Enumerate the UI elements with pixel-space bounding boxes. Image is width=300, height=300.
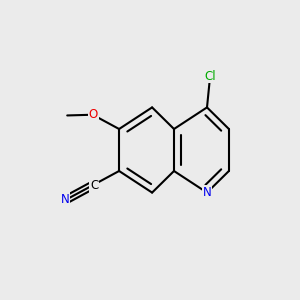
Text: C: C: [90, 179, 98, 192]
Text: N: N: [202, 186, 211, 199]
Text: N: N: [60, 193, 69, 206]
Text: O: O: [89, 108, 98, 121]
Text: Cl: Cl: [204, 70, 216, 83]
